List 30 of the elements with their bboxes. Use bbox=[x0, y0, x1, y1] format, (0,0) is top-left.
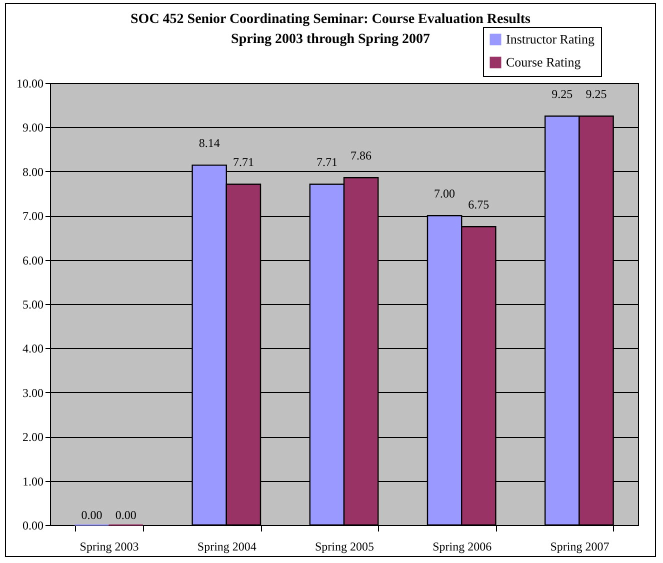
y-tick-label: 3.00 bbox=[22, 386, 44, 400]
data-label: 7.86 bbox=[350, 148, 372, 163]
x-tick-label: Spring 2007 bbox=[550, 540, 610, 554]
y-tick-label: 0.00 bbox=[22, 518, 44, 532]
y-tick-label: 6.00 bbox=[22, 253, 44, 268]
x-tick-label: Spring 2004 bbox=[197, 540, 256, 554]
y-tick-label: 9.00 bbox=[22, 120, 44, 135]
data-label: 8.14 bbox=[198, 136, 220, 150]
data-label: 7.71 bbox=[316, 155, 338, 170]
y-tick-label: 5.00 bbox=[22, 298, 44, 312]
chart-subtitle: Spring 2003 through Spring 2007 bbox=[231, 32, 430, 47]
x-tick-label: Spring 2003 bbox=[80, 540, 139, 554]
data-label: 0.00 bbox=[115, 508, 136, 522]
x-tick-label: Spring 2006 bbox=[432, 540, 492, 554]
y-tick-label: 1.00 bbox=[22, 474, 44, 488]
y-tick-label: 7.00 bbox=[22, 209, 44, 224]
data-label: 9.25 bbox=[552, 87, 573, 102]
data-label: 9.25 bbox=[586, 87, 607, 102]
y-tick-label: 2.00 bbox=[22, 430, 44, 444]
legend-label: Course Rating bbox=[506, 54, 582, 70]
data-label: 7.00 bbox=[434, 186, 456, 201]
data-label: 0.00 bbox=[81, 508, 102, 522]
y-tick-label: 8.00 bbox=[22, 164, 44, 179]
y-tick-label: 4.00 bbox=[22, 342, 44, 356]
legend-label: Instructor Rating bbox=[506, 32, 595, 46]
y-tick-label: 10.00 bbox=[16, 76, 44, 90]
data-label: 7.71 bbox=[232, 155, 254, 170]
x-tick-label: Spring 2005 bbox=[314, 540, 374, 554]
chart-title: SOC 452 Senior Coordinating Seminar: Course Evaluation Results bbox=[130, 11, 532, 29]
data-label: 6.75 bbox=[468, 198, 490, 212]
